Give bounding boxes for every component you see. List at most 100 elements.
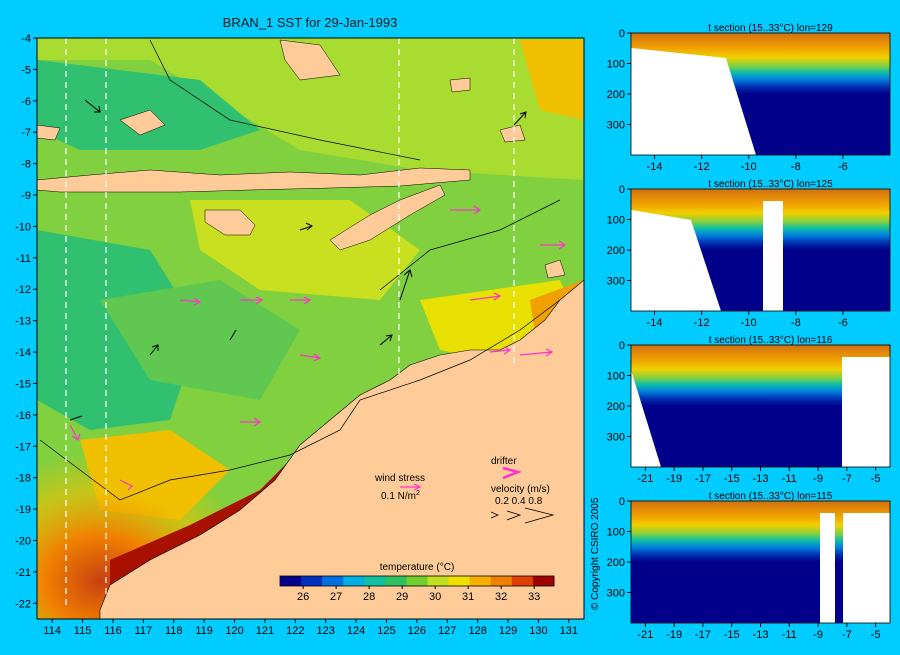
shelf-contour: [39, 39, 561, 501]
map-y-tick-label: -15: [15, 378, 31, 390]
section-x-tick-label: -6: [838, 161, 848, 173]
map-y-tick-label: -5: [21, 64, 31, 76]
section-y-tick-label: 0: [619, 184, 625, 196]
section-y-tick-label: 300: [607, 120, 625, 132]
section-panel: t section (15..33°C) lon=115 -21 -19 -17 -15…: [607, 491, 891, 641]
section-x-tick-label: -12: [694, 161, 710, 173]
section-y-tick-label: 300: [607, 588, 625, 600]
map-y-tick-label: -17: [15, 441, 31, 453]
australia-land: [99, 279, 584, 619]
map-y-tick-label: -11: [16, 253, 31, 265]
section-land-mask: [631, 360, 661, 467]
map-x-tick-label: 125: [377, 625, 395, 637]
section-y-tick-label: 100: [607, 59, 625, 71]
section-title: t section (15..33°C) lon=115: [709, 491, 833, 502]
colorbar-tick-label: 27: [330, 591, 342, 603]
section-x-tick-label: -8: [791, 161, 801, 173]
section-land-mask: [843, 513, 890, 623]
map-y-tick-label: -6: [21, 96, 31, 108]
colorbar-cell: [469, 576, 492, 586]
section-x-tick-label: -15: [724, 629, 740, 641]
colorbar-ticks: 26 27 28 29 30 31 32 33: [297, 586, 540, 603]
section-y-tick-label: 300: [607, 432, 625, 444]
colorbar-cell: [280, 576, 302, 586]
section-x-tick-label: -10: [741, 317, 757, 329]
section-land-mask: [820, 513, 835, 623]
section-x-tick-label: -19: [666, 473, 682, 485]
map-x-tick-label: 123: [317, 625, 335, 637]
section-y-tick-label: 200: [607, 89, 625, 101]
map-frame: [36, 37, 585, 620]
colorbar-tick-label: 26: [297, 591, 309, 603]
colorbar: temperature (°C) 26 27 28 29 30 31 32 33: [279, 562, 555, 603]
map-x-tick-label: 129: [499, 625, 517, 637]
section-lines: [65, 38, 515, 610]
map-y-tick-label: -16: [15, 410, 31, 422]
sst-cool-banda: [37, 60, 260, 150]
section-x-tick-label: -10: [741, 161, 757, 173]
drifter-label: drifter: [491, 456, 517, 467]
sst-warm-north: [37, 38, 584, 180]
map-x-tick-label: 127: [438, 625, 456, 637]
colorbar-tick-label: 33: [528, 591, 540, 603]
map-x-tick-label: 118: [165, 625, 183, 637]
colorbar-cell: [301, 576, 323, 586]
section-x-tick-label: -7: [842, 473, 852, 485]
nusa-tenggara-north: [37, 39, 341, 141]
map-x-tick-label: 119: [195, 625, 213, 637]
map-x-tick-label: 114: [43, 625, 61, 637]
map-x-tick-label: 131: [560, 625, 578, 637]
map-y-tick-label: -8: [21, 159, 31, 171]
map-y-tick-label: -21: [15, 567, 31, 579]
section-title: t section (15..33°C) lon=125: [708, 179, 833, 190]
colorbar-cell: [343, 576, 365, 586]
section-x-tick-label: -7: [842, 629, 852, 641]
map-y-tick-label: -9: [21, 190, 31, 202]
drifter-legend-arrow: [502, 466, 522, 480]
map-x-tick-label: 124: [347, 625, 365, 637]
section-title: t section (15..33°C) lon=129: [708, 23, 833, 34]
map-y-tick-label: -10: [15, 221, 31, 233]
section-land-mask: [631, 210, 721, 311]
section-x-tick-label: -5: [871, 473, 881, 485]
section-y-tick-label: 300: [607, 276, 625, 288]
map-x-tick-label: 128: [468, 625, 486, 637]
wind-stress-value: 0.1 N/m2: [381, 490, 420, 502]
section-land-mask: [763, 201, 783, 311]
section-y-tick-label: 0: [619, 496, 625, 508]
map-x-tick-label: 116: [104, 625, 122, 637]
section-x-tick-label: -21: [637, 473, 653, 485]
colorbar-label: temperature (°C): [380, 562, 455, 573]
map-x-tick-label: 126: [408, 625, 426, 637]
colorbar-cell: [322, 576, 344, 586]
arrow-legend: wind stress 0.1 N/m2 drifter velocity (m…: [374, 456, 555, 524]
section-title: t section (15..33°C) lon=116: [709, 335, 833, 346]
map-y-tick-label: -19: [15, 504, 31, 516]
colorbar-cell: [385, 576, 407, 586]
section-land-mask: [631, 48, 756, 155]
colorbar-cell: [532, 576, 555, 586]
map-x-tick-label: 121: [256, 625, 274, 637]
map-x-tick-label: 122: [286, 625, 304, 637]
section-x-tick-label: -13: [753, 629, 769, 641]
section-y-tick-label: 100: [607, 215, 625, 227]
section-panels: t section (15..33°C) lon=129 -14 -12 -10 -8 -…: [607, 23, 891, 641]
section-x-tick-label: -8: [791, 317, 801, 329]
section-x-tick-label: -19: [666, 629, 682, 641]
section-x-tick-label: -17: [695, 473, 711, 485]
section-x-tick-label: -14: [647, 317, 663, 329]
section-y-tick-label: 0: [619, 340, 625, 352]
wind-arrows: [69, 99, 527, 421]
small-islands: [449, 77, 566, 279]
section-y-tick-label: 100: [607, 527, 625, 539]
map-x-tick-label: 117: [135, 625, 153, 637]
section-x-tick-label: -9: [813, 473, 823, 485]
map-title: BRAN_1 SST for 29-Jan-1993: [223, 15, 398, 30]
map-y-tick-label: -18: [15, 473, 31, 485]
section-x-tick-label: -11: [782, 473, 797, 485]
colorbar-tick-label: 29: [396, 591, 408, 603]
sst-orange-ne: [520, 40, 584, 120]
section-panel: t section (15..33°C) lon=116 -21 -19 -17 -15…: [607, 335, 891, 485]
colorbar-frame: [279, 575, 555, 587]
